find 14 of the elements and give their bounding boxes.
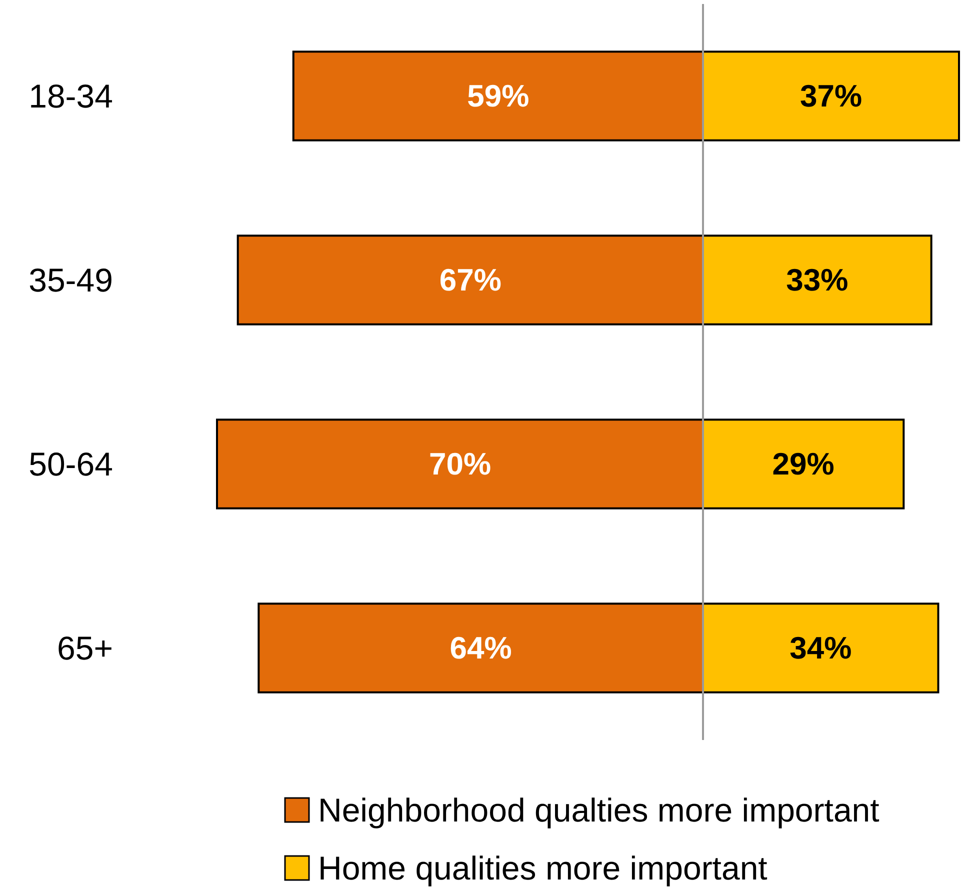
- legend-label: Neighborhood qualties more important: [318, 792, 880, 828]
- data-label: 70%: [428, 446, 492, 482]
- data-label: 67%: [439, 262, 502, 298]
- legend-label: Home qualities more important: [318, 850, 768, 886]
- data-label: 64%: [450, 630, 512, 666]
- data-label: 34%: [790, 630, 852, 666]
- y-tick-label: 65+: [57, 630, 113, 666]
- data-label: 33%: [786, 262, 848, 298]
- y-tick-label: 50-64: [28, 446, 113, 482]
- data-label: 37%: [800, 78, 862, 114]
- y-tick-label: 18-34: [28, 78, 113, 114]
- data-label: 59%: [467, 78, 530, 114]
- y-tick-label: 35-49: [28, 262, 113, 298]
- data-label: 29%: [772, 446, 834, 482]
